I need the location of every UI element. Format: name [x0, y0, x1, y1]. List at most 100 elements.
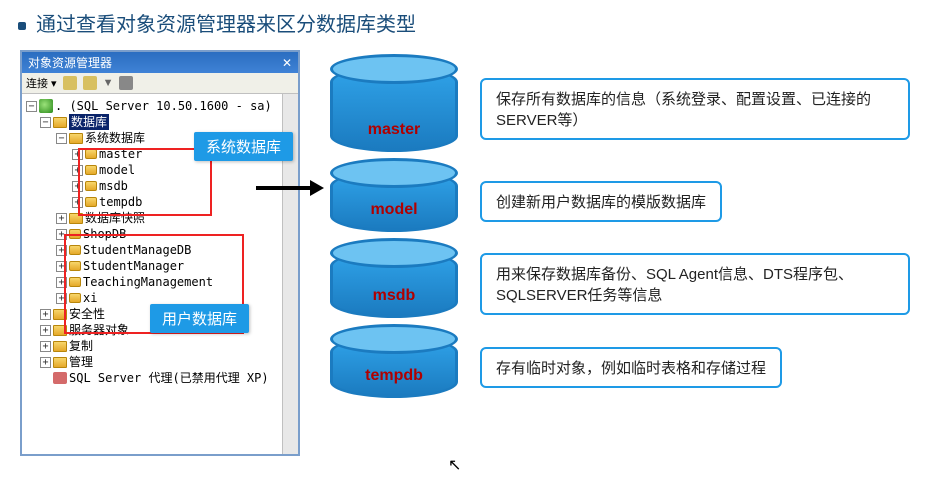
explorer-titlebar[interactable]: 对象资源管理器 ✕ — [22, 52, 298, 73]
db-description-msdb: 用来保存数据库备份、SQL Agent信息、DTS程序包、SQLSERVER任务… — [480, 253, 910, 315]
db-label: StudentManageDB — [83, 242, 191, 258]
folder-label: 复制 — [69, 338, 93, 354]
database-icon — [69, 293, 81, 303]
cylinder-label: model — [333, 201, 455, 219]
callout-user-db: 用户数据库 — [150, 304, 249, 333]
page-title: 通过查看对象资源管理器来区分数据库类型 — [0, 0, 934, 37]
snapshot-label: 数据库快照 — [85, 210, 145, 226]
db-label: msdb — [99, 178, 128, 194]
stop-icon[interactable] — [119, 76, 133, 90]
database-icon — [85, 149, 97, 159]
connect-dropdown[interactable]: 连接 ▾ — [26, 75, 57, 91]
bullet-icon — [18, 22, 26, 30]
expander-icon[interactable]: + — [56, 261, 67, 272]
explorer-toolbar: 连接 ▾ ▼ — [22, 73, 298, 94]
explorer-title-text: 对象资源管理器 — [28, 54, 112, 71]
cursor-icon: ↖ — [448, 455, 461, 475]
expander-icon[interactable]: + — [40, 357, 51, 368]
db-row-master: master 保存所有数据库的信息（系统登录、配置设置、已连接的SERVER等） — [330, 66, 910, 152]
folder-icon — [53, 117, 67, 128]
expander-icon[interactable]: − — [40, 117, 51, 128]
cylinder-body: master — [330, 66, 458, 152]
db-cylinder-tempdb: tempdb — [330, 336, 458, 398]
cylinder-label: msdb — [333, 287, 455, 305]
database-column: master保存所有数据库的信息（系统登录、配置设置、已连接的SERVER等）m… — [330, 66, 910, 416]
refresh-icon[interactable] — [63, 76, 77, 90]
folder-icon — [53, 341, 67, 352]
main-layout: 对象资源管理器 ✕ 连接 ▾ ▼ − . (SQL Server 10.50.1… — [20, 50, 300, 456]
cylinder-top — [330, 54, 458, 84]
tree-node-folder[interactable]: + 复制 — [26, 338, 296, 354]
tree-node-sysdb[interactable]: + model — [26, 162, 296, 178]
folder-icon — [69, 213, 83, 224]
folder-icon — [53, 309, 67, 320]
expander-icon[interactable]: + — [72, 181, 83, 192]
expander-icon[interactable]: − — [56, 133, 67, 144]
filter-icon[interactable] — [83, 76, 97, 90]
db-label: StudentManager — [83, 258, 184, 274]
tree-node-userdb[interactable]: + StudentManageDB — [26, 242, 296, 258]
db-description-tempdb: 存有临时对象，例如临时表格和存储过程 — [480, 347, 782, 388]
db-cylinder-master: master — [330, 66, 458, 152]
expander-icon[interactable]: + — [56, 229, 67, 240]
db-label: tempdb — [99, 194, 142, 210]
database-icon — [69, 229, 81, 239]
expander-icon[interactable]: − — [26, 101, 37, 112]
db-label: xi — [83, 290, 97, 306]
database-icon — [85, 165, 97, 175]
snapshot-folder[interactable]: + 数据库快照 — [26, 210, 296, 226]
db-label: model — [99, 162, 135, 178]
db-row-tempdb: tempdb 存有临时对象，例如临时表格和存储过程 — [330, 336, 910, 398]
expander-icon[interactable]: + — [40, 341, 51, 352]
tree-node-userdb[interactable]: + ShopDB — [26, 226, 296, 242]
tree-node-userdb[interactable]: + TeachingManagement — [26, 274, 296, 290]
server-node[interactable]: − . (SQL Server 10.50.1600 - sa) — [26, 98, 296, 114]
folder-label: 服务器对象 — [69, 322, 129, 338]
db-row-msdb: msdb 用来保存数据库备份、SQL Agent信息、DTS程序包、SQLSERV… — [330, 250, 910, 318]
agent-node[interactable]: SQL Server 代理(已禁用代理 XP) — [26, 370, 296, 386]
cylinder-body: tempdb — [330, 336, 458, 398]
database-icon — [69, 245, 81, 255]
db-cylinder-model: model — [330, 170, 458, 232]
db-description-model: 创建新用户数据库的模版数据库 — [480, 181, 722, 222]
cylinder-label: master — [333, 121, 455, 139]
expander-icon[interactable]: + — [56, 277, 67, 288]
tree-node-folder[interactable]: +管理 — [26, 354, 296, 370]
close-icon[interactable]: ✕ — [282, 56, 292, 70]
cylinder-top — [330, 238, 458, 268]
expander-icon[interactable]: + — [56, 245, 67, 256]
database-icon — [69, 277, 81, 287]
database-icon — [85, 197, 97, 207]
expander-icon[interactable]: + — [40, 325, 51, 336]
expander-icon[interactable]: + — [40, 309, 51, 320]
cylinder-body: model — [330, 170, 458, 232]
system-db-label: 系统数据库 — [85, 130, 145, 146]
cylinder-top — [330, 324, 458, 354]
object-explorer-panel: 对象资源管理器 ✕ 连接 ▾ ▼ − . (SQL Server 10.50.1… — [20, 50, 300, 456]
folder-icon — [53, 357, 67, 368]
database-icon — [69, 261, 81, 271]
folder-icon — [69, 133, 83, 144]
tree-node-userdb[interactable]: + StudentManager — [26, 258, 296, 274]
tree-node-sysdb[interactable]: + tempdb — [26, 194, 296, 210]
databases-folder[interactable]: − 数据库 — [26, 114, 296, 130]
agent-icon — [53, 372, 67, 384]
title-text: 通过查看对象资源管理器来区分数据库类型 — [36, 14, 416, 36]
server-label: . (SQL Server 10.50.1600 - sa) — [55, 98, 272, 114]
cylinder-top — [330, 158, 458, 188]
agent-label: SQL Server 代理(已禁用代理 XP) — [69, 370, 269, 386]
database-icon — [85, 181, 97, 191]
folder-label: 安全性 — [69, 306, 105, 322]
expander-icon[interactable]: + — [72, 149, 83, 160]
folder-icon — [53, 325, 67, 336]
cylinder-label: tempdb — [333, 367, 455, 385]
expander-icon[interactable]: + — [56, 213, 67, 224]
db-label: master — [99, 146, 142, 162]
funnel-icon[interactable]: ▼ — [103, 77, 114, 89]
db-description-master: 保存所有数据库的信息（系统登录、配置设置、已连接的SERVER等） — [480, 78, 910, 140]
db-label: ShopDB — [83, 226, 126, 242]
expander-icon[interactable]: + — [72, 165, 83, 176]
db-label: TeachingManagement — [83, 274, 213, 290]
expander-icon[interactable]: + — [56, 293, 67, 304]
expander-icon[interactable]: + — [72, 197, 83, 208]
